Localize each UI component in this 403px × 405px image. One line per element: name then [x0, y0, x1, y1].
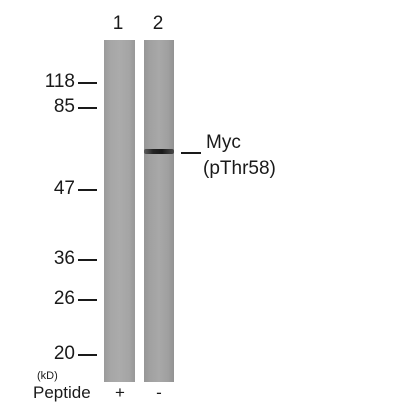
band-label-name: Myc — [206, 132, 241, 153]
marker-47: 47 — [0, 178, 100, 200]
marker-label: 36 — [53, 248, 75, 269]
marker-85: 85 — [0, 96, 100, 118]
marker-tick — [78, 107, 97, 109]
marker-label: 20 — [53, 343, 75, 364]
marker-label: 85 — [53, 96, 75, 117]
band-indicator-line — [181, 152, 201, 154]
lane-number-1: 1 — [112, 13, 124, 34]
peptide-row-label: Peptide — [33, 383, 91, 402]
band-label-site: (pThr58) — [203, 158, 276, 179]
marker-label: 118 — [44, 71, 75, 92]
lane-number-2: 2 — [152, 13, 164, 34]
blot-lane-2 — [144, 40, 174, 382]
marker-label: 26 — [53, 288, 75, 309]
marker-tick — [78, 354, 97, 356]
marker-label: 47 — [53, 178, 75, 199]
marker-118: 118 — [0, 71, 100, 93]
marker-26: 26 — [0, 288, 100, 310]
marker-tick — [78, 82, 97, 84]
marker-20: 20 — [0, 343, 100, 365]
marker-36: 36 — [0, 248, 100, 270]
marker-tick — [78, 299, 97, 301]
myc-band — [144, 149, 174, 154]
peptide-sign-lane-1: + — [115, 383, 125, 402]
marker-tick — [78, 259, 97, 261]
peptide-sign-lane-2: - — [156, 383, 162, 402]
blot-lane-1 — [104, 40, 135, 382]
molecular-weight-unit: (kD) — [37, 370, 58, 382]
marker-tick — [78, 189, 97, 191]
